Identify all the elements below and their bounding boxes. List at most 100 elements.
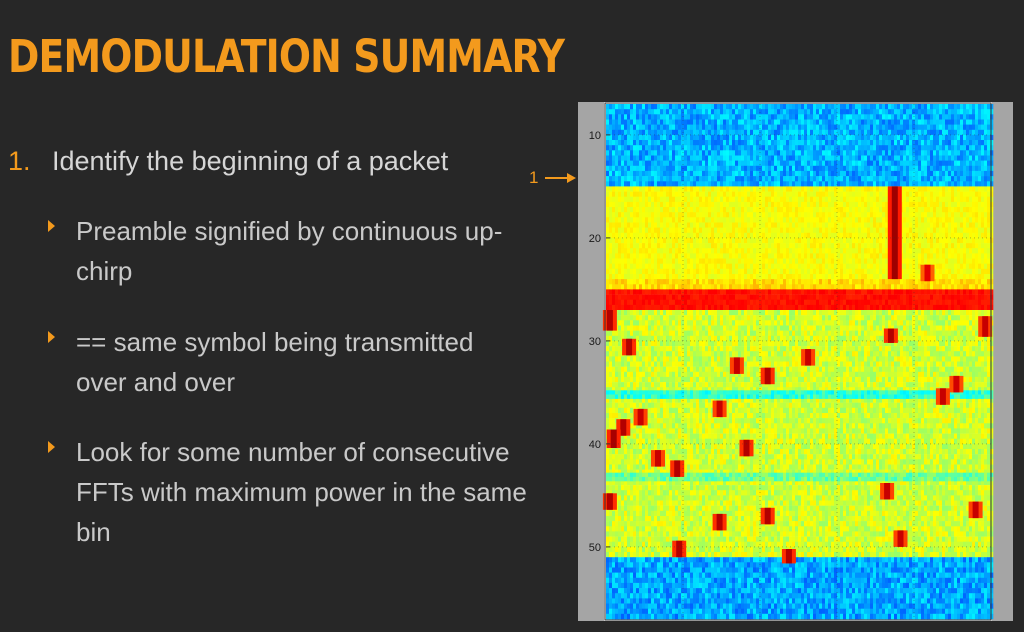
heatmap-cell <box>642 140 646 146</box>
heatmap-cell <box>768 181 772 187</box>
heatmap-cell <box>774 243 778 249</box>
heatmap-cell <box>768 274 772 280</box>
heatmap-cell <box>789 119 793 125</box>
heatmap-cell <box>963 284 967 290</box>
heatmap-cell <box>606 104 610 110</box>
heatmap-cell <box>717 263 721 270</box>
heatmap-cell <box>873 212 877 218</box>
heatmap-cell <box>624 299 628 306</box>
heatmap-cell <box>615 222 619 228</box>
heatmap-cell <box>726 237 730 244</box>
heatmap-cell <box>699 268 703 275</box>
heatmap-cell <box>915 263 919 270</box>
heatmap-cell <box>699 160 703 167</box>
heatmap-cell <box>606 284 610 290</box>
heatmap-cell <box>702 274 706 280</box>
heatmap-cell <box>942 274 946 280</box>
heatmap-cell <box>744 119 748 125</box>
heatmap-cell <box>750 299 754 306</box>
heatmap-cell <box>681 243 685 249</box>
heatmap-cell <box>915 181 919 187</box>
heatmap-cell <box>837 104 841 110</box>
heatmap-cell <box>987 140 991 146</box>
heatmap-cell <box>720 181 724 187</box>
heatmap-cell <box>690 279 694 285</box>
heatmap-cell <box>750 279 754 285</box>
heatmap-cell <box>909 181 913 187</box>
heatmap-cell <box>759 227 763 234</box>
heatmap-cell <box>762 129 766 136</box>
heatmap-cell <box>966 263 970 270</box>
heatmap-cell <box>756 124 760 131</box>
heatmap-cell <box>855 232 859 239</box>
heatmap-cell <box>975 155 979 161</box>
heatmap-cell <box>651 104 655 110</box>
heatmap-cell <box>729 284 733 290</box>
heatmap-cell <box>696 253 700 259</box>
heatmap-cell <box>906 150 910 156</box>
heatmap-cell <box>960 217 964 223</box>
heatmap-cell <box>723 294 727 300</box>
heatmap-cell <box>882 268 886 275</box>
heatmap-cell <box>807 299 811 306</box>
heatmap-cell <box>885 129 889 136</box>
heatmap-cell <box>879 134 883 141</box>
heatmap-cell <box>666 232 670 239</box>
heatmap-cell <box>783 181 787 187</box>
heatmap-cell <box>942 150 946 156</box>
heatmap-cell <box>678 253 682 259</box>
heatmap-cell <box>918 263 922 270</box>
heatmap-cell <box>729 196 733 203</box>
heatmap-cell <box>666 263 670 270</box>
heatmap-cell <box>945 217 949 223</box>
heatmap-cell <box>693 289 697 295</box>
heatmap-cell <box>930 201 934 208</box>
heatmap-cell <box>738 145 742 151</box>
heatmap-cell <box>867 129 871 136</box>
heatmap-cell <box>921 196 925 203</box>
heatmap-cell <box>720 201 724 208</box>
heatmap-cell <box>828 181 832 187</box>
heatmap-cell <box>666 145 670 151</box>
heatmap-cell <box>981 248 985 254</box>
heatmap-cell <box>903 243 907 249</box>
heatmap-cell <box>750 160 754 167</box>
heatmap-cell <box>897 114 901 120</box>
heatmap-cell <box>648 243 652 249</box>
heatmap-cell <box>804 114 808 120</box>
heatmap-cell <box>780 145 784 151</box>
heatmap-cell <box>606 114 610 120</box>
heatmap-cell <box>879 237 883 244</box>
heatmap-cell <box>861 279 865 285</box>
heatmap-cell <box>969 243 973 249</box>
heatmap-cell <box>927 284 931 290</box>
heatmap-cell <box>867 191 871 198</box>
heatmap-cell <box>759 263 763 270</box>
heatmap-cell <box>948 237 952 244</box>
heatmap-cell <box>963 186 967 192</box>
heatmap-cell <box>984 263 988 270</box>
heatmap-cell <box>978 129 982 136</box>
heatmap-cell <box>906 104 910 110</box>
heatmap-cell <box>762 104 766 110</box>
heatmap-cell <box>726 191 730 198</box>
heatmap-cell <box>975 134 979 141</box>
heatmap-cell <box>855 248 859 254</box>
heatmap-cell <box>870 181 874 187</box>
heatmap-cell <box>708 170 712 177</box>
heatmap-cell <box>933 201 937 208</box>
heatmap-cell <box>942 217 946 223</box>
heatmap-cell <box>630 191 634 198</box>
heatmap-cell <box>933 119 937 125</box>
heatmap-cell <box>750 170 754 177</box>
heatmap-cell <box>720 160 724 167</box>
heatmap-cell <box>870 114 874 120</box>
heatmap-cell <box>831 258 835 264</box>
heatmap-cell <box>762 243 766 249</box>
heatmap-cell <box>825 279 829 285</box>
heatmap-cell <box>987 114 991 120</box>
heatmap-cell <box>702 217 706 223</box>
heatmap-cell <box>903 119 907 125</box>
heatmap-cell <box>681 176 685 182</box>
heatmap-cell <box>777 165 781 172</box>
